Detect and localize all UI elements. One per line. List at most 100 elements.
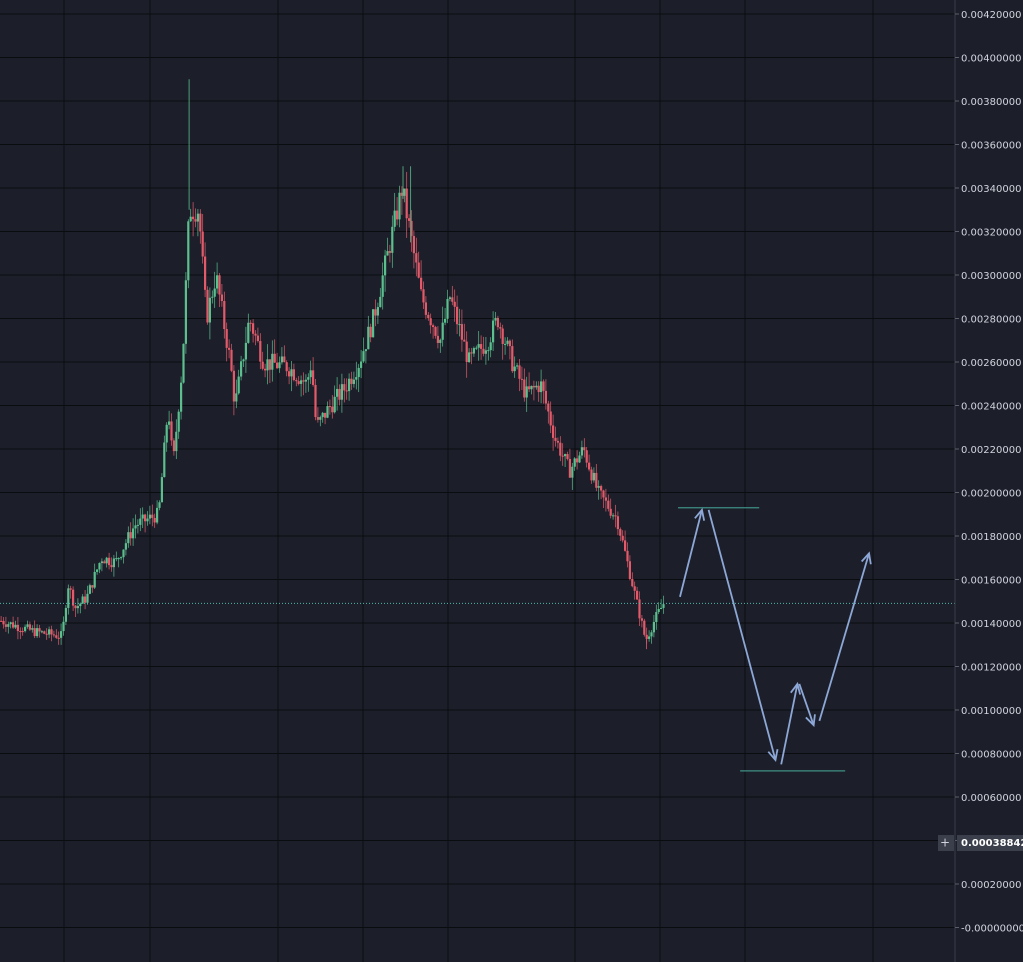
candle-77 (184, 272, 187, 354)
candle-83 (199, 209, 202, 244)
candle-body-233 (559, 442, 562, 456)
candle-body-99 (237, 376, 240, 394)
candle-body-246 (590, 469, 593, 481)
plus-icon[interactable]: + (940, 836, 950, 850)
candle-233 (559, 436, 562, 462)
candle-body-153 (367, 326, 370, 350)
candle-body-77 (184, 280, 187, 344)
candle-body-209 (501, 328, 504, 345)
candle-170 (408, 214, 411, 228)
candle-body-204 (489, 342, 492, 351)
candle-56 (134, 514, 137, 539)
candle-body-65 (156, 507, 159, 523)
candle-body-164 (393, 210, 396, 227)
candle-body-190 (456, 306, 459, 325)
candle-151 (362, 337, 365, 364)
candle-body-197 (472, 348, 475, 354)
candle-body-139 (333, 396, 336, 413)
candle-body-247 (592, 472, 595, 481)
candle-241 (578, 451, 581, 464)
candle-body-130 (312, 370, 315, 385)
candle-19 (45, 628, 48, 640)
candle-136 (326, 401, 329, 419)
candle-body-185 (444, 318, 447, 323)
candle-body-258 (619, 529, 622, 536)
candle-body-91 (218, 275, 221, 295)
candle-50 (120, 556, 123, 561)
candle-body-10 (24, 626, 27, 632)
candle-114 (273, 339, 276, 363)
candle-body-265 (636, 590, 639, 600)
candle-162 (388, 244, 391, 263)
candle-body-11 (26, 624, 29, 627)
candle-body-275 (660, 607, 663, 610)
candle-body-33 (79, 603, 82, 607)
candle-137 (328, 399, 331, 415)
candle-body-34 (81, 596, 84, 604)
candle-body-44 (105, 557, 108, 564)
candle-16 (38, 624, 41, 638)
tick-label-18: 0.00060000 (961, 793, 1021, 804)
tick-label-7: 0.00280000 (961, 315, 1021, 326)
candle-body-235 (564, 454, 567, 457)
candle-body-142 (340, 384, 343, 400)
candle-169 (405, 171, 408, 238)
candle-body-171 (410, 220, 413, 237)
candle-63 (151, 504, 154, 527)
candle-130 (312, 357, 315, 387)
candle-body-137 (328, 406, 331, 408)
candle-226 (542, 379, 545, 404)
candle-body-18 (43, 631, 46, 634)
candle-body-214 (513, 366, 516, 372)
candle-body-202 (484, 350, 487, 354)
candle-body-146 (350, 378, 353, 384)
candle-body-5 (12, 622, 15, 628)
candle-276 (662, 595, 665, 614)
candle-body-51 (122, 549, 125, 558)
projection-arrow-0 (679, 507, 706, 598)
candle-38 (91, 584, 94, 593)
candle-body-78 (187, 221, 190, 281)
candle-body-63 (151, 514, 154, 518)
tick-label-6: 0.00300000 (961, 271, 1021, 282)
candle-body-66 (158, 502, 161, 508)
candle-body-14 (33, 628, 36, 637)
candle-body-249 (597, 486, 600, 488)
candle-237 (568, 448, 571, 478)
candle-75 (180, 376, 183, 420)
candle-body-21 (50, 629, 53, 635)
candle-body-84 (201, 231, 204, 257)
candle-body-40 (96, 569, 99, 572)
candle-147 (352, 371, 355, 388)
candle-53 (127, 526, 130, 548)
candle-body-268 (643, 620, 646, 635)
candle-201 (482, 336, 485, 357)
candle-body-128 (307, 377, 310, 380)
candle-body-206 (494, 317, 497, 321)
candle-body-123 (295, 380, 298, 382)
candle-body-179 (429, 318, 432, 326)
candle-body-4 (9, 622, 12, 625)
candle-212 (508, 339, 511, 360)
candle-110 (264, 363, 267, 378)
candle-body-109 (261, 361, 264, 369)
candle-body-24 (57, 637, 60, 639)
tick-label-11: 0.00200000 (961, 489, 1021, 500)
candle-123 (295, 377, 298, 387)
candle-167 (400, 186, 403, 215)
candle-112 (268, 359, 271, 383)
candle-93 (223, 291, 226, 339)
candle-20 (48, 626, 51, 639)
candle-body-276 (662, 604, 665, 608)
candle-body-227 (544, 390, 547, 404)
candle-body-216 (518, 365, 521, 379)
candle-body-195 (468, 352, 471, 363)
candle-224 (537, 381, 540, 402)
candle-154 (369, 323, 372, 343)
candle-body-255 (612, 515, 615, 517)
candle-body-160 (384, 255, 387, 276)
candle-body-221 (530, 385, 533, 390)
candle-body-205 (492, 320, 495, 343)
candle-117 (280, 347, 283, 365)
